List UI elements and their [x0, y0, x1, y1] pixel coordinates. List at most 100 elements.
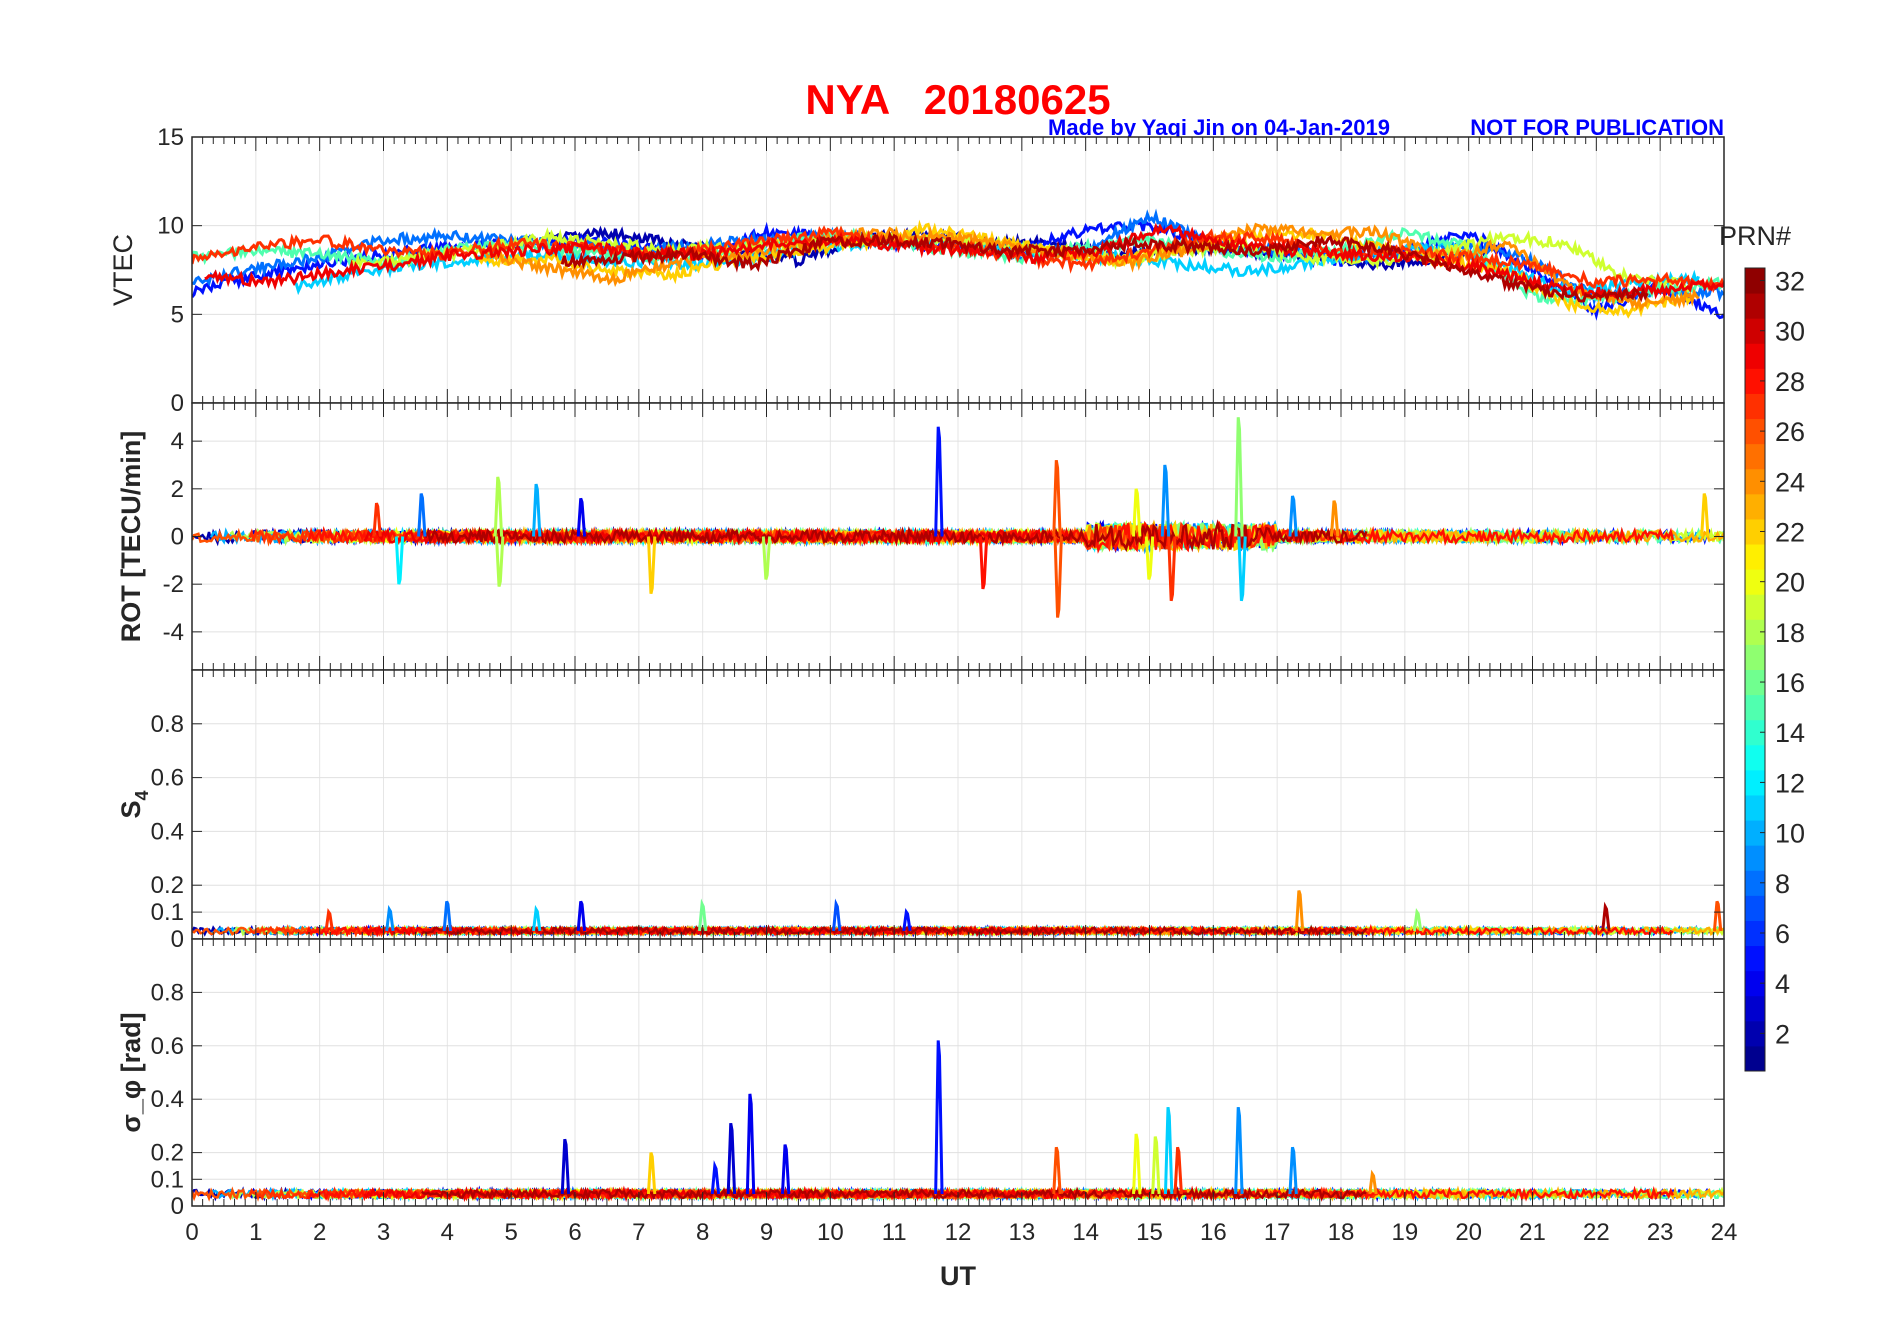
x-tick-label: 6	[568, 1219, 581, 1246]
spike-prn-9	[385, 904, 395, 932]
colorbar-segment	[1745, 970, 1765, 997]
x-tick-label: 21	[1519, 1219, 1546, 1246]
spike-prn-24	[1329, 500, 1340, 537]
y-tick-label: 0.4	[151, 818, 184, 845]
spike-prn-26	[1053, 536, 1063, 618]
y-tick-label: 0.2	[151, 872, 184, 899]
spike-prn-26	[1052, 1146, 1062, 1195]
y-tick-label: 0	[171, 390, 184, 417]
x-tick-label: 20	[1455, 1219, 1482, 1246]
colorbar-segment	[1745, 769, 1765, 796]
spike-prn-3	[726, 1122, 737, 1195]
series-group	[192, 208, 1724, 321]
colorbar-tick-label: 10	[1775, 819, 1805, 849]
spike-prn-8	[442, 900, 453, 932]
panel-sigma: 00.10.20.40.60.8σ_φ [rad]0 1 2 3 4 5 6 7 8 9 10 11 1…	[116, 938, 1737, 1246]
spike-prn-10	[532, 483, 542, 537]
colorbar-tick-label: 4	[1775, 969, 1790, 999]
colorbar-segment	[1745, 1045, 1765, 1072]
spike-prn-18	[761, 536, 772, 580]
colorbar-segment	[1745, 544, 1765, 570]
colorbar-segment	[1745, 1020, 1765, 1047]
spike-prn-20	[1132, 1133, 1142, 1195]
colorbar-segment	[1745, 995, 1765, 1022]
spike-prn-7	[832, 898, 842, 932]
y-tick-label: 0.8	[151, 979, 184, 1006]
y-tick-label: 0.1	[151, 1166, 184, 1193]
spike-prn-26	[1052, 459, 1062, 537]
spike-prn-9	[1288, 495, 1298, 537]
colorbar-tick-label: 8	[1775, 869, 1790, 899]
spike-prn-18	[494, 536, 505, 587]
y-axis-label-s4: S4	[116, 790, 152, 818]
y-tick-label: -2	[163, 571, 184, 598]
colorbar-segment	[1745, 569, 1765, 595]
colorbar-label: PRN#	[1719, 221, 1791, 251]
x-tick-label: 0	[185, 1219, 198, 1246]
colorbar-segment	[1745, 945, 1765, 972]
y-axis-label-rot: ROT [TECU/min]	[116, 431, 146, 642]
spike-prn-27	[372, 502, 382, 537]
colorbar-segment	[1745, 468, 1765, 495]
colorbar-tick-label: 6	[1775, 919, 1790, 949]
colorbar-tick-label: 24	[1775, 467, 1805, 497]
spike-prn-17	[1234, 417, 1244, 537]
panel-s4: 00.10.2 0.4 0.6 0.8 S4	[116, 669, 1725, 953]
spike-prn-20	[1144, 536, 1155, 580]
y-tick-label: 0.1	[151, 899, 184, 926]
x-tick-label: 22	[1583, 1219, 1610, 1246]
colorbar-tick-label: 26	[1775, 417, 1805, 447]
spike-prn-9	[1288, 1146, 1298, 1195]
spike-prn-5	[934, 1040, 944, 1195]
y-tick-label: 0	[171, 926, 184, 953]
y-axis-label-sigma: σ_φ [rad]	[116, 1012, 146, 1132]
x-tick-label: 4	[441, 1219, 454, 1246]
spike-prn-9	[1234, 1106, 1244, 1195]
spike-prn-19	[1151, 1136, 1161, 1195]
series-group	[192, 417, 1724, 618]
y-tick-label: 0.6	[151, 1033, 184, 1060]
spike-prn-5	[902, 908, 912, 932]
colorbar-tick-label: 16	[1775, 668, 1805, 698]
y-tick-label: -4	[163, 619, 184, 646]
spike-prn-5	[934, 426, 944, 537]
colorbar-segment	[1745, 443, 1765, 470]
colorbar-tick-label: 2	[1775, 1019, 1790, 1049]
x-tick-label: 7	[632, 1219, 645, 1246]
colorbar-segment	[1745, 393, 1765, 420]
colorbar-tick-label: 32	[1775, 267, 1805, 297]
spike-prn-22	[646, 536, 657, 595]
colorbar-tick-label: 18	[1775, 618, 1805, 648]
spike-prn-12	[394, 536, 405, 585]
colorbar-segment	[1745, 794, 1765, 821]
colorbar-tick-label: 12	[1775, 768, 1805, 798]
x-tick-label: 19	[1391, 1219, 1418, 1246]
spike-prn-20	[1132, 488, 1142, 537]
y-axis-label-vtec: VTEC	[108, 234, 138, 306]
spike-prn-17	[1412, 908, 1423, 932]
spike-prn-11	[1237, 536, 1247, 602]
colorbar-tick-label: 14	[1775, 718, 1805, 748]
colorbar-segment	[1745, 518, 1765, 545]
spike-prn-27	[1167, 536, 1177, 602]
colorbar-segment	[1745, 694, 1765, 721]
spike-prn-11	[1163, 1106, 1174, 1195]
notice-text: NOT FOR PUBLICATION	[1470, 115, 1724, 140]
y-tick-label: 10	[157, 213, 184, 240]
spike-prn-18	[493, 476, 504, 537]
spike-prn-24	[1294, 890, 1305, 932]
series-group	[192, 1040, 1724, 1203]
y-tick-label: 0.6	[151, 765, 184, 792]
series-line-prn-29	[204, 222, 1724, 303]
colorbar-tick-label: 28	[1775, 367, 1805, 397]
spike-prn-28	[978, 536, 989, 590]
colorbar-tick-label: 30	[1775, 317, 1805, 347]
spike-prn-27	[324, 908, 334, 932]
spike-prn-16	[697, 898, 708, 932]
x-tick-label: 1	[249, 1219, 262, 1246]
x-tick-label: 3	[377, 1219, 390, 1246]
colorbar-segment	[1745, 493, 1765, 520]
panel-vtec: 0 5 10 15 VTEC	[108, 124, 1725, 417]
colorbar-frame	[1744, 267, 1766, 1072]
